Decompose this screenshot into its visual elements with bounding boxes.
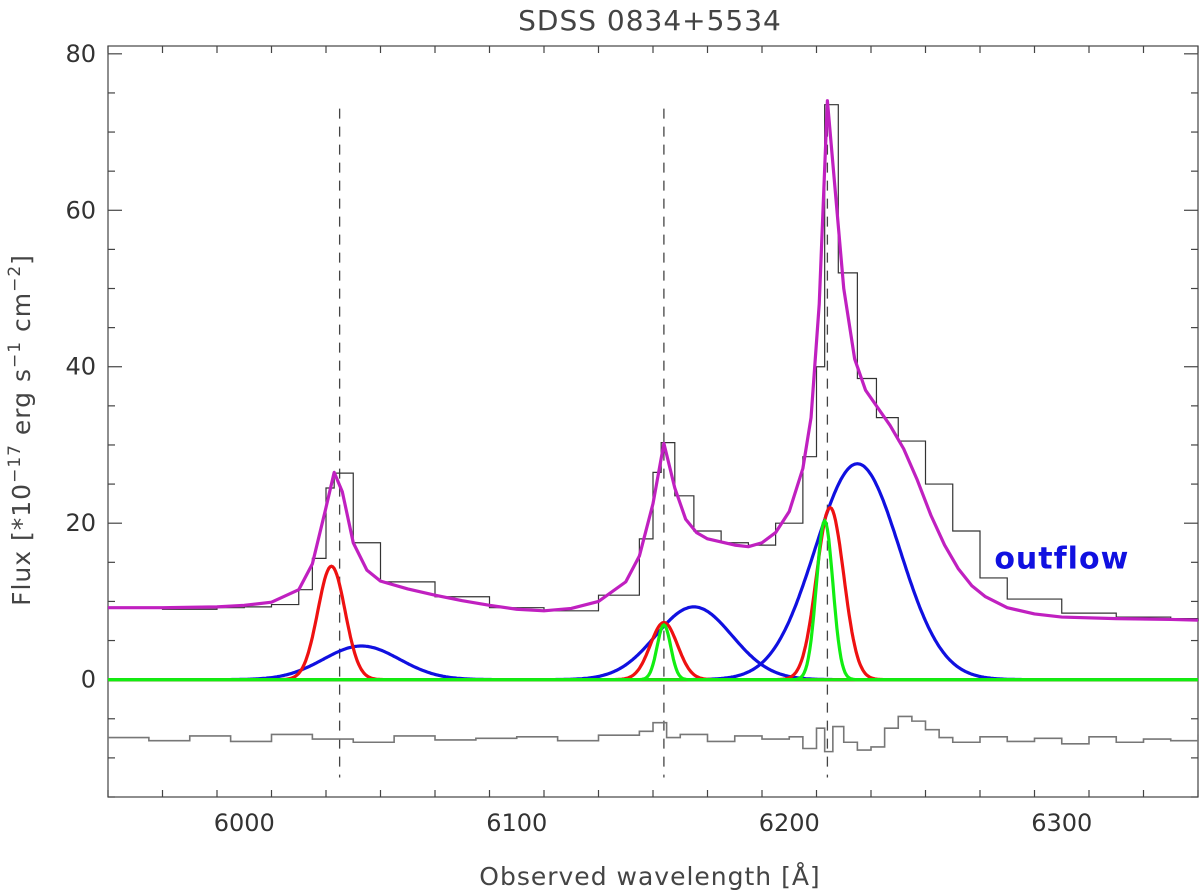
y-tick-label: 40 [65, 353, 96, 381]
plot-area: 6000 6100 6200 6300 0 20 40 60 80 [65, 40, 1199, 837]
y-axis-title: Flux [*10−17 erg s−1 cm−2] [5, 254, 36, 606]
total-fit-line [108, 99, 1199, 622]
residual-line [108, 715, 1199, 753]
chart-title: SDSS 0834+5534 [518, 4, 782, 37]
reference-lines [338, 108, 829, 778]
y-tick-label: 20 [65, 509, 96, 537]
x-axis-title: Observed wavelength [Å] [479, 862, 820, 891]
series-layer [108, 99, 1199, 753]
y-axis-title-part2: erg s [7, 368, 36, 444]
y-tick-label: 60 [65, 196, 96, 224]
y-axis-title-part4: ] [7, 254, 36, 265]
narrow-component-line [108, 620, 1198, 682]
x-tick-label: 6100 [486, 809, 547, 837]
plot-frame [107, 45, 1199, 798]
y-axis-title-part1: Flux [*10 [7, 483, 36, 606]
x-tick-label: 6300 [1031, 809, 1092, 837]
y-axis-title-sup2: −1 [5, 341, 25, 368]
y-axis-ticks: 0 20 40 60 80 [65, 40, 1198, 798]
x-tick-label: 6200 [759, 809, 820, 837]
y-tick-label: 80 [65, 40, 96, 68]
y-tick-label: 0 [81, 666, 96, 694]
y-axis-title-sup1: −17 [5, 444, 25, 483]
x-axis-ticks: 6000 6100 6200 6300 [107, 46, 1199, 837]
narrow-core-component-line [108, 517, 1198, 682]
x-tick-label: 6000 [214, 809, 275, 837]
y-axis-title-sup3: −2 [5, 265, 25, 292]
narrow-core-component-line [108, 622, 1198, 682]
observed-spectrum-line [108, 104, 1199, 621]
y-axis-title-part3: cm [7, 292, 36, 341]
outflow-annotation: outflow [994, 541, 1129, 576]
